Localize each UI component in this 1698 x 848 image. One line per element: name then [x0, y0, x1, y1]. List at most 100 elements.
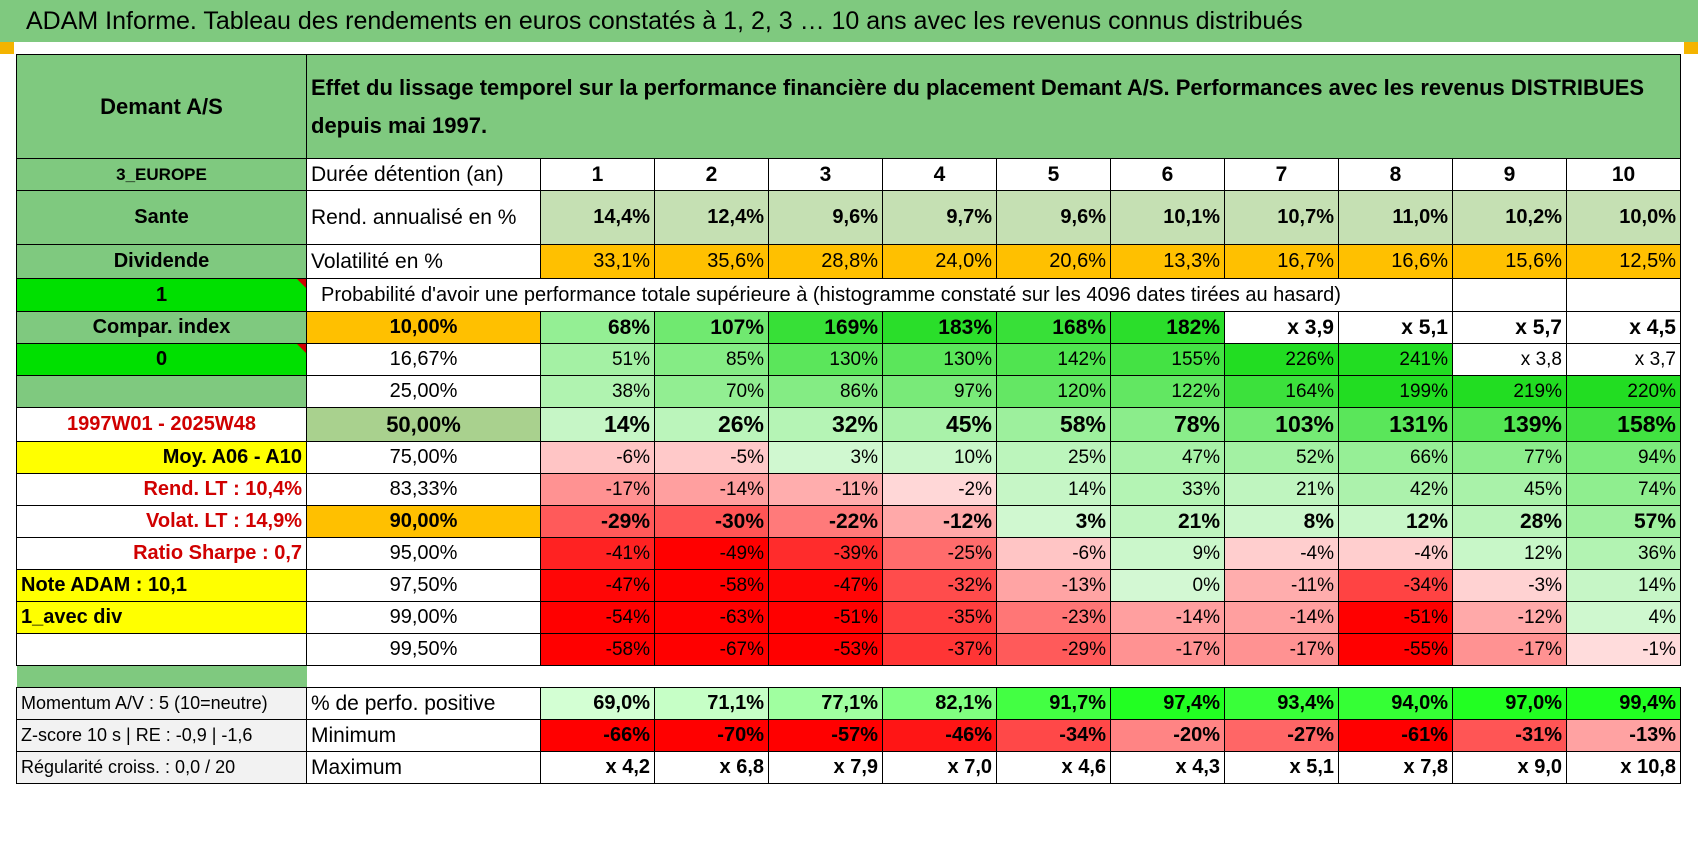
quantile-value: -14% — [1224, 601, 1339, 634]
quantile-value: 32% — [768, 407, 883, 442]
positive-value: 99,4% — [1566, 687, 1681, 720]
quantile-value: 10% — [882, 441, 997, 474]
rend-value: 14,4% — [540, 190, 655, 245]
quantile-row: 99,50% -58% -67% -53% -37% -29% -17% -17% -55% -1… — [16, 633, 1681, 666]
quantile-value: -47% — [540, 569, 655, 602]
positive-value: 69,0% — [540, 687, 655, 720]
quantile-value: -25% — [882, 537, 997, 570]
year-header: 1 — [540, 158, 655, 191]
vol-value: 16,6% — [1338, 244, 1453, 279]
minimum-value: -61% — [1338, 719, 1453, 752]
quantile-value: 86% — [768, 375, 883, 408]
rend-value: 10,0% — [1566, 190, 1681, 245]
prob-label: Probabilité d'avoir une performance tota… — [306, 278, 1453, 312]
year-header: 5 — [996, 158, 1111, 191]
quantile-value: 220% — [1566, 375, 1681, 408]
prob-row: 1 Probabilité d'avoir une performance tot… — [16, 278, 1681, 312]
quantile-value: -14% — [654, 473, 769, 506]
quantile-value: 241% — [1338, 343, 1453, 376]
quantile-row: Rend. LT : 10,4% 83,33% -17% -14% -11% -2% 14%… — [16, 473, 1681, 506]
quantile-value: x 5,1 — [1338, 311, 1453, 344]
min-label: Minimum — [306, 719, 541, 752]
year-header: 8 — [1338, 158, 1453, 191]
quantile-value: 21% — [1110, 505, 1225, 538]
rend-value: 10,2% — [1452, 190, 1567, 245]
threshold-value: 16,67% — [306, 343, 541, 376]
header-row: Demant A/S Effet du lissage temporel sur … — [16, 54, 1681, 159]
quantile-value: 158% — [1566, 407, 1681, 442]
rend-value: 10,7% — [1224, 190, 1339, 245]
gap-row — [16, 665, 1681, 688]
regularite-label: Régularité croiss. : 0,0 / 20 — [16, 751, 307, 784]
side-rend-lt: Rend. LT : 10,4% — [16, 473, 307, 506]
vol-value: 20,6% — [996, 244, 1111, 279]
quantile-value: -47% — [768, 569, 883, 602]
zscore-label: Z-score 10 s | RE : -0,9 | -1,6 — [16, 719, 307, 752]
threshold-value: 97,50% — [306, 569, 541, 602]
quantile-value: -35% — [882, 601, 997, 634]
vol-row: Dividende Volatilité en % 33,1% 35,6% 28,8% 2… — [16, 244, 1681, 279]
quantile-value: x 3,8 — [1452, 343, 1567, 376]
minimum-value: -31% — [1452, 719, 1567, 752]
quantile-value: -4% — [1224, 537, 1339, 570]
maximum-value: x 7,9 — [768, 751, 883, 784]
vol-label: Volatilité en % — [306, 244, 541, 279]
maximum-value: x 4,2 — [540, 751, 655, 784]
positive-value: 82,1% — [882, 687, 997, 720]
rend-value: 9,7% — [882, 190, 997, 245]
duration-label: Durée détention (an) — [306, 158, 541, 191]
quantile-value: 199% — [1338, 375, 1453, 408]
quantile-value: -4% — [1338, 537, 1453, 570]
quantile-value: 12% — [1452, 537, 1567, 570]
quantile-value: -17% — [1110, 633, 1225, 666]
maximum-value: x 6,8 — [654, 751, 769, 784]
year-header: 3 — [768, 158, 883, 191]
quantile-value: 226% — [1224, 343, 1339, 376]
quantile-value: -41% — [540, 537, 655, 570]
quantile-value: -6% — [540, 441, 655, 474]
side-note: Note ADAM : 10,1 — [16, 569, 307, 602]
quantile-value: 94% — [1566, 441, 1681, 474]
quantile-value: 103% — [1224, 407, 1339, 442]
minimum-value: -46% — [882, 719, 997, 752]
pos-label: % de perfo. positive — [306, 687, 541, 720]
positive-value: 97,0% — [1452, 687, 1567, 720]
positive-value: 77,1% — [768, 687, 883, 720]
quantile-value: 3% — [768, 441, 883, 474]
maximum-value: x 4,3 — [1110, 751, 1225, 784]
quantile-value: 85% — [654, 343, 769, 376]
rend-row: Sante Rend. annualisé en % 14,4% 12,4% 9,6% 9… — [16, 190, 1681, 245]
threshold-value: 83,33% — [306, 473, 541, 506]
year-header: 6 — [1110, 158, 1225, 191]
quantile-value: 28% — [1452, 505, 1567, 538]
quantile-value: -51% — [768, 601, 883, 634]
quantile-value: 8% — [1224, 505, 1339, 538]
max-label: Maximum — [306, 751, 541, 784]
positive-row: Momentum A/V : 5 (10=neutre)% de perfo. … — [16, 687, 1681, 720]
title-bar: ADAM Informe. Tableau des rendements en … — [0, 0, 1698, 42]
side-compar-index: Compar. index — [16, 311, 307, 344]
quantile-value: 183% — [882, 311, 997, 344]
quantile-value: 3% — [996, 505, 1111, 538]
positive-value: 71,1% — [654, 687, 769, 720]
quantile-value: x 3,7 — [1566, 343, 1681, 376]
quantile-value: 155% — [1110, 343, 1225, 376]
threshold-value: 25,00% — [306, 375, 541, 408]
threshold-value: 10,00% — [306, 311, 541, 344]
quantile-value: 131% — [1338, 407, 1453, 442]
gap-cell — [306, 665, 1681, 688]
quantile-value: 21% — [1224, 473, 1339, 506]
rend-value: 10,1% — [1110, 190, 1225, 245]
quantile-value: 14% — [996, 473, 1111, 506]
maximum-value: x 10,8 — [1566, 751, 1681, 784]
quantile-row: 0 16,67% 51% 85% 130% 130% 142% 155% 226% 241% x 3… — [16, 343, 1681, 376]
quantile-value: -23% — [996, 601, 1111, 634]
rend-value: 9,6% — [768, 190, 883, 245]
quantile-value: -39% — [768, 537, 883, 570]
year-header: 10 — [1566, 158, 1681, 191]
quantile-value: 33% — [1110, 473, 1225, 506]
quantile-value: 77% — [1452, 441, 1567, 474]
quantile-value: -12% — [1452, 601, 1567, 634]
quantile-value: 164% — [1224, 375, 1339, 408]
quantile-value: -17% — [1224, 633, 1339, 666]
